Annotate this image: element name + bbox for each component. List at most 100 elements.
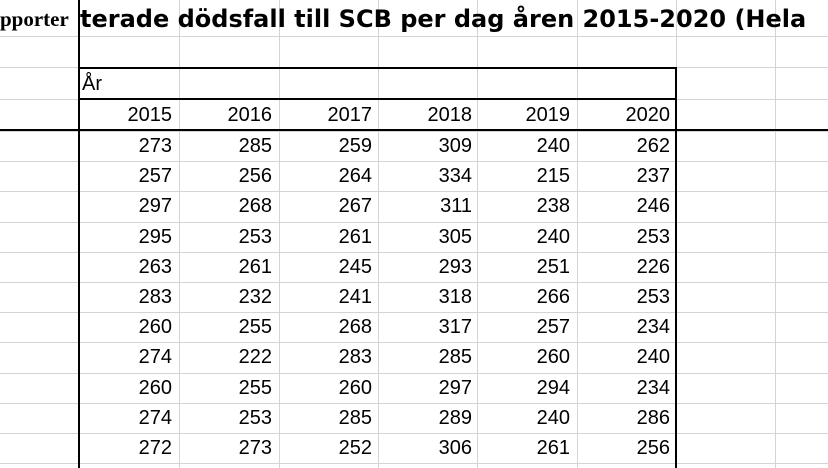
- data-cell[interactable]: 289: [438, 406, 472, 429]
- data-cell[interactable]: 285: [438, 346, 472, 369]
- data-cell[interactable]: 266: [536, 286, 570, 308]
- data-cell[interactable]: 240: [536, 406, 570, 429]
- data-cell[interactable]: 262: [636, 135, 670, 157]
- data-cell[interactable]: 286: [636, 406, 670, 429]
- data-cell[interactable]: 334: [438, 165, 472, 188]
- year-header-2015[interactable]: 2015: [127, 104, 173, 126]
- data-cell[interactable]: 297: [138, 195, 172, 218]
- border-left-vertical: [78, 0, 80, 468]
- data-cell[interactable]: 260: [338, 376, 372, 399]
- data-cell[interactable]: 256: [238, 165, 272, 188]
- data-cell[interactable]: 253: [238, 406, 272, 429]
- data-cell[interactable]: 234: [636, 376, 670, 399]
- data-cell[interactable]: 257: [138, 165, 172, 188]
- sheet-title[interactable]: terade dödsfall till SCB per dag åren 20…: [80, 5, 807, 33]
- border-header-top: [78, 98, 677, 100]
- data-cell[interactable]: 251: [536, 255, 570, 278]
- border-year-group-top: [78, 67, 677, 69]
- gridline-vertical: [378, 0, 379, 468]
- year-header-2016[interactable]: 2016: [227, 104, 273, 126]
- gridline-vertical: [775, 0, 776, 468]
- data-cell[interactable]: 246: [636, 195, 670, 218]
- data-cell[interactable]: 252: [338, 437, 372, 459]
- data-cell[interactable]: 234: [636, 316, 670, 339]
- data-cell[interactable]: 305: [438, 225, 472, 248]
- data-cell[interactable]: 268: [338, 316, 372, 339]
- data-cell[interactable]: 241: [338, 286, 372, 308]
- data-cell[interactable]: 293: [438, 255, 472, 278]
- gridline-horizontal: [0, 222, 828, 223]
- gridline-horizontal: [0, 373, 828, 374]
- data-cell[interactable]: 255: [238, 376, 272, 399]
- data-cell[interactable]: 215: [536, 165, 570, 188]
- data-cell[interactable]: 274: [138, 346, 172, 369]
- border-header-bottom: [0, 129, 828, 131]
- data-cell[interactable]: 253: [238, 225, 272, 248]
- data-cell[interactable]: 256: [636, 437, 670, 459]
- data-cell[interactable]: 261: [338, 225, 372, 248]
- data-cell[interactable]: 273: [138, 135, 172, 157]
- data-cell[interactable]: 261: [238, 255, 272, 278]
- data-cell[interactable]: 259: [338, 135, 372, 157]
- gridline-vertical: [179, 0, 180, 468]
- year-header-2018[interactable]: 2018: [427, 104, 473, 126]
- data-cell[interactable]: 318: [438, 286, 472, 308]
- data-cell[interactable]: 260: [536, 346, 570, 369]
- data-cell[interactable]: 295: [138, 225, 172, 248]
- data-cell[interactable]: 263: [138, 255, 172, 278]
- gridline-horizontal: [0, 191, 828, 192]
- gridline-horizontal: [0, 131, 828, 132]
- gridline-horizontal: [0, 342, 828, 343]
- data-cell[interactable]: 237: [636, 165, 670, 188]
- year-header-2017[interactable]: 2017: [327, 104, 373, 126]
- data-cell[interactable]: 222: [238, 346, 272, 369]
- data-cell[interactable]: 309: [438, 135, 472, 157]
- data-cell[interactable]: 311: [440, 195, 472, 218]
- data-cell[interactable]: 255: [238, 316, 272, 339]
- data-cell[interactable]: 272: [138, 437, 172, 459]
- data-cell[interactable]: 226: [636, 255, 670, 278]
- data-cell[interactable]: 283: [138, 286, 172, 308]
- gridline-horizontal: [0, 36, 828, 37]
- year-header-2019[interactable]: 2019: [525, 104, 571, 126]
- data-cell[interactable]: 294: [536, 376, 570, 399]
- data-cell[interactable]: 238: [536, 195, 570, 218]
- data-cell[interactable]: 253: [636, 286, 670, 308]
- data-cell[interactable]: 260: [138, 316, 172, 339]
- gridline-horizontal: [0, 252, 828, 253]
- data-cell[interactable]: 267: [338, 195, 372, 218]
- data-cell[interactable]: 268: [238, 195, 272, 218]
- data-cell[interactable]: 306: [438, 437, 472, 459]
- data-cell[interactable]: 283: [338, 346, 372, 369]
- data-cell[interactable]: 240: [636, 346, 670, 369]
- data-cell[interactable]: 285: [338, 406, 372, 429]
- data-cell[interactable]: 261: [536, 437, 570, 459]
- data-cell[interactable]: 257: [536, 316, 570, 339]
- year-header-2020[interactable]: 2020: [625, 104, 671, 126]
- title-fragment-left[interactable]: pporter: [0, 7, 69, 31]
- border-table-right: [675, 67, 677, 468]
- data-cell[interactable]: 232: [238, 286, 272, 308]
- data-cell[interactable]: 245: [338, 255, 372, 278]
- gridline-horizontal: [0, 161, 828, 162]
- data-cell[interactable]: 317: [438, 316, 472, 339]
- year-group-label[interactable]: År: [82, 73, 102, 95]
- data-cell[interactable]: 297: [438, 376, 472, 399]
- gridline-horizontal: [0, 282, 828, 283]
- gridline-horizontal: [0, 312, 828, 313]
- gridline-vertical: [577, 0, 578, 468]
- data-cell[interactable]: 274: [138, 406, 172, 429]
- data-cell[interactable]: 240: [536, 225, 570, 248]
- gridline-vertical: [477, 0, 478, 468]
- data-cell[interactable]: 285: [238, 135, 272, 157]
- data-cell[interactable]: 253: [636, 225, 670, 248]
- gridline-vertical: [279, 0, 280, 468]
- data-cell[interactable]: 260: [138, 376, 172, 399]
- gridline-horizontal: [0, 433, 828, 434]
- gridline-horizontal: [0, 463, 828, 464]
- data-cell[interactable]: 264: [338, 165, 372, 188]
- gridline-horizontal: [0, 403, 828, 404]
- data-cell[interactable]: 240: [536, 135, 570, 157]
- data-cell[interactable]: 273: [238, 437, 272, 459]
